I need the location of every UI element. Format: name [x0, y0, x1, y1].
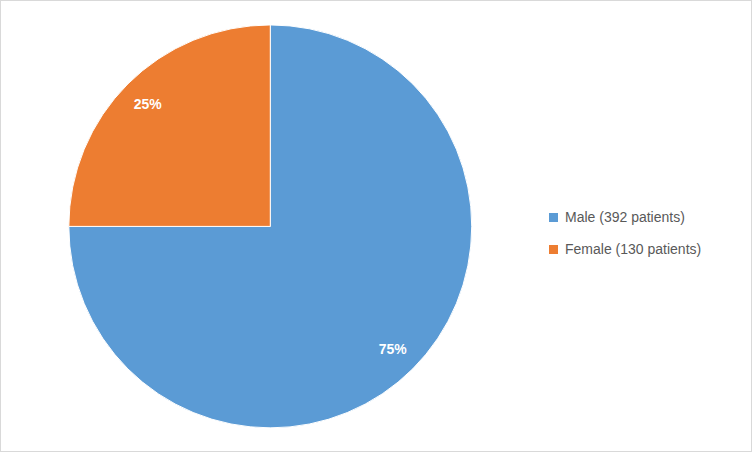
html-text:Male (392 patients): Male (392 patients) — [565, 209, 685, 225]
html-text:Female (130 patients): Female (130 patients) — [565, 241, 702, 257]
svg-text:25%: 25% — [134, 96, 163, 112]
svg-text:75%: 75% — [379, 341, 408, 357]
